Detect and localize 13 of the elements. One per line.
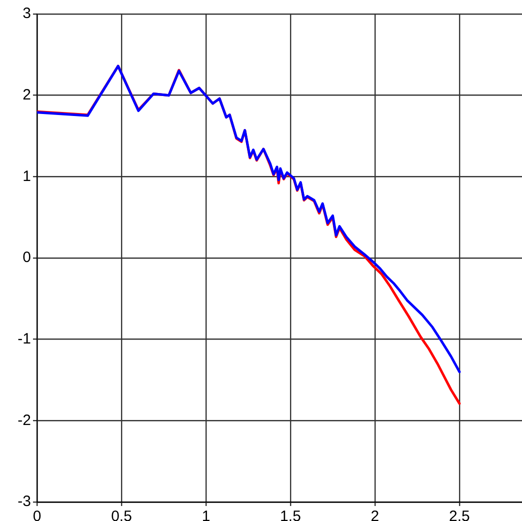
y-tick-label: 1: [22, 168, 31, 185]
y-tick-label: 2: [22, 86, 31, 104]
x-tick-label: 0: [32, 508, 42, 521]
y-tick-label: 0: [22, 249, 31, 266]
y-tick-label: -1: [18, 330, 31, 348]
x-tick-label: 1: [202, 508, 210, 521]
x-tick-label: 1.5: [280, 508, 301, 521]
y-tick-label: -2: [18, 412, 31, 429]
x-tick-label: 2.5: [449, 508, 470, 521]
y-tick-label: 3: [22, 5, 31, 22]
y-tick-label: -3: [18, 493, 31, 510]
x-tick-label: 2: [370, 508, 380, 521]
x-tick-label: 0.5: [111, 508, 132, 521]
